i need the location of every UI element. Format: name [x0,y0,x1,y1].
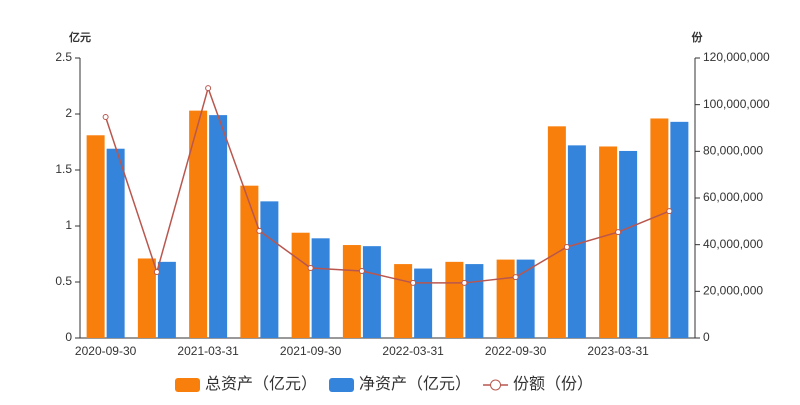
bar [567,145,586,338]
y-tick-label: 1.5 [55,162,72,176]
y2-tick-label: 80,000,000 [703,144,763,158]
legend-label: 净资产（亿元） [359,375,471,393]
line-point [102,114,109,121]
line-point [461,279,468,286]
bar [240,185,259,338]
y2-axis-title: 份 [692,30,704,44]
legend-swatch [329,378,355,392]
y-tick-label: 2.5 [55,50,72,64]
bar [311,238,330,338]
line-point [153,268,160,275]
x-tick-label: 2021-03-31 [177,344,239,358]
y2-tick-label: 60,000,000 [703,190,763,204]
y-tick-label: 2 [65,106,72,120]
x-tick-label: 2022-09-30 [485,344,547,358]
bar [209,115,228,339]
line [104,85,670,284]
x-tick-label: 2023-03-31 [587,344,649,358]
bar [516,259,535,338]
bar [362,246,381,338]
y2-tick-label: 120,000,000 [703,50,770,64]
bar [189,110,208,338]
legend-label: 份额（份） [513,375,593,393]
bar [414,268,433,338]
bar [291,232,310,338]
line-point [358,268,365,275]
line-point [615,229,622,236]
legend-swatch [175,378,200,392]
x-tick-label: 2021-09-30 [280,344,342,358]
bar [260,201,279,338]
line-point [563,244,570,250]
y-axis-title: 亿元 [69,30,91,44]
y2-tick-label: 40,000,000 [703,237,763,251]
line-point [256,227,263,234]
y2-tick-label: 20,000,000 [703,284,763,298]
bar [547,126,566,338]
x-tick-label: 2022-03-31 [382,344,444,358]
bar [106,148,125,338]
bar [496,259,515,338]
y2-tick-label: 0 [703,330,710,344]
y-tick-label: 1 [65,218,72,232]
line-point [205,85,212,92]
bar [394,264,413,338]
bar [599,146,618,338]
bar [465,264,484,338]
y-tick-label: 0 [65,330,72,344]
bar [670,121,689,338]
bar [619,150,638,338]
line-point [512,274,519,281]
legend-label: 总资产（亿元） [205,375,317,393]
bar [445,261,464,338]
y2-tick-label: 100,000,000 [703,97,770,111]
bar [137,258,156,338]
line-point [410,279,417,286]
y-tick-label: 0.5 [55,274,72,288]
bar [342,245,361,338]
legend-marker [490,379,502,391]
line-point [307,265,314,271]
bar [86,135,105,338]
bar [157,261,176,338]
x-tick-label: 2020-09-30 [75,344,137,358]
bar [650,118,669,338]
line-point [666,208,673,215]
